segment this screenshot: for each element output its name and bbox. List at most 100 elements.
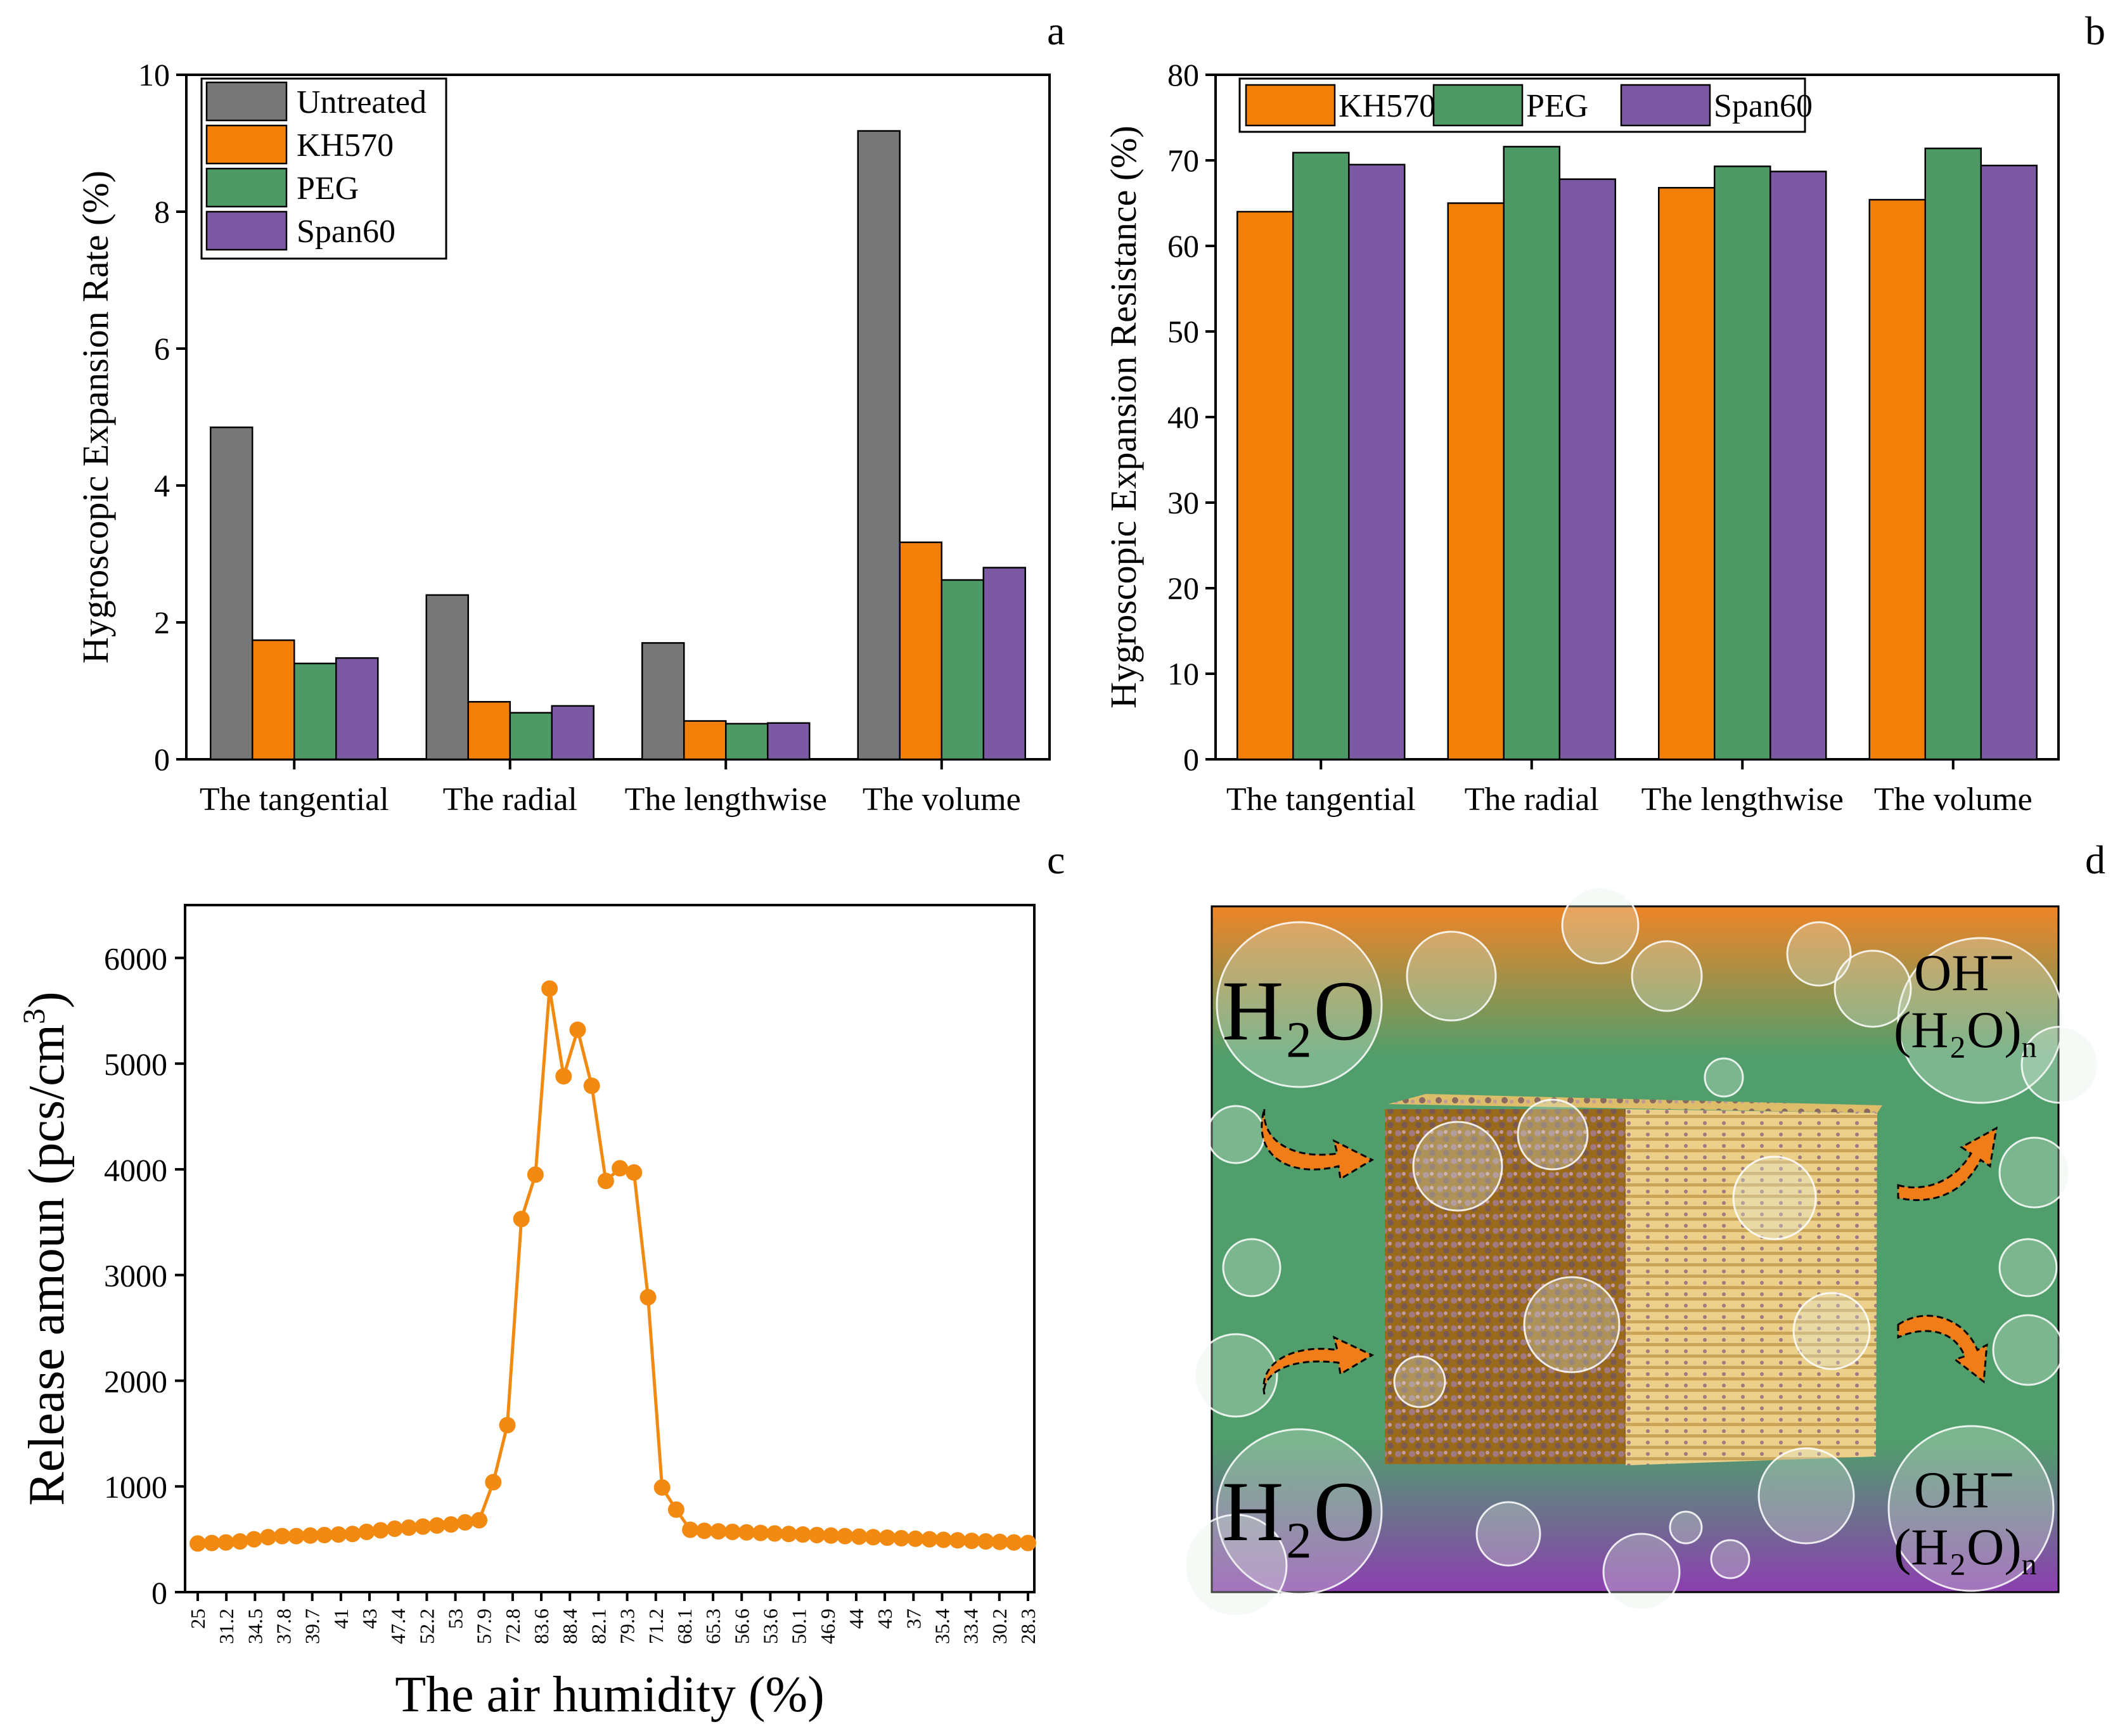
bubble [1732, 1155, 1817, 1240]
bubble [1757, 1447, 1855, 1545]
bar-kh570-the-radial [467, 701, 511, 761]
legend-swatch-kh570 [205, 124, 288, 165]
legend-label-untreated: Untreated [297, 84, 427, 120]
bar-span60-the-tangential [335, 657, 379, 761]
bubble [1602, 1533, 1681, 1611]
bar-peg-the-lengthwise [1714, 165, 1771, 761]
oh-top-label: OH− [1914, 934, 2014, 1001]
release-point [907, 1530, 924, 1547]
panel-c-plot-frame [184, 904, 1036, 1593]
bubble [1184, 1514, 1288, 1617]
x-tick-label: 88.4 [558, 1609, 581, 1644]
wood-block-side-face [1626, 1109, 1877, 1465]
x-category-label: The lengthwise [625, 781, 827, 818]
oh-bottom-cluster-text: (H₂O) [1894, 1518, 2022, 1576]
y-tick-label: 4 [154, 468, 170, 503]
panel-c-y-axis: 0 1000 2000 3000 4000 5000 6000 [104, 941, 185, 1611]
release-point [260, 1529, 277, 1546]
x-tick-label: 41 [330, 1609, 352, 1629]
release-point [555, 1068, 572, 1085]
release-point [541, 980, 558, 997]
legend-label-span60: Span60 [1714, 88, 1813, 124]
inflow-arrow-top [1261, 1109, 1375, 1181]
oh-top-text: OH [1914, 944, 1989, 1001]
oh-bottom-label: OH− [1914, 1451, 2014, 1519]
bubble [1669, 1510, 1703, 1545]
x-category-label: The volume [863, 781, 1021, 818]
panel-c-x-axis: 25 31.2 34.5 37.8 39.7 41 43 47.4 52.2 53 57.9 72.8… [186, 1592, 1039, 1644]
release-point [878, 1529, 896, 1546]
panel-b-y-axis-title: Hygroscopic Expansion Resistance (%) [1103, 125, 1144, 709]
bubble [1216, 921, 1383, 1088]
bar-peg-the-volume [1924, 147, 1982, 761]
release-point [471, 1512, 488, 1529]
bar-span60-the-lengthwise [767, 722, 811, 761]
panel-c-series [189, 980, 1036, 1552]
legend-label-kh570: KH570 [297, 127, 394, 164]
release-point [738, 1524, 755, 1541]
release-point [358, 1523, 375, 1540]
x-category-label: The radial [443, 781, 577, 818]
y-tick-label: 8 [154, 194, 170, 229]
release-point [808, 1526, 825, 1543]
release-point [977, 1533, 994, 1550]
bar-peg-the-radial [509, 712, 553, 761]
panel-c-x-axis-title: The air humidity (%) [395, 1667, 825, 1723]
bubble [1206, 1105, 1266, 1164]
x-tick-label: 57.9 [473, 1609, 496, 1644]
release-point [766, 1525, 783, 1542]
x-tick-label: 43 [358, 1609, 381, 1629]
legend-swatch-span60 [1620, 84, 1711, 127]
release-point [653, 1479, 671, 1496]
y-tick-label: 0 [1183, 742, 1199, 777]
bubble [1412, 1121, 1503, 1212]
bar-kh570-the-radial [1447, 202, 1505, 761]
y-tick-label: 60 [1167, 228, 1199, 264]
bar-span60-the-radial [551, 705, 594, 761]
legend-label-peg: PEG [297, 170, 359, 207]
bubble [1992, 1314, 2064, 1386]
release-point [231, 1533, 248, 1550]
x-tick-label: 43 [873, 1609, 896, 1629]
panel-d-bubbles [1184, 886, 2099, 1617]
x-category-label: The lengthwise [1641, 781, 1844, 818]
panel-a-letter: a [1047, 8, 1065, 53]
x-tick-label: 34.5 [243, 1609, 266, 1644]
release-point [401, 1519, 418, 1536]
oh-bottom-text: OH [1914, 1461, 1989, 1519]
x-tick-label: 47.4 [387, 1609, 409, 1644]
bubble [1792, 1292, 1871, 1370]
release-point [414, 1518, 432, 1535]
release-point [837, 1527, 854, 1545]
y-tick-label: 6 [154, 331, 170, 366]
panel-c-y-axis-title: Release amoun (pcs/cm3) [16, 991, 75, 1505]
release-point [823, 1527, 840, 1544]
release-point [442, 1516, 459, 1533]
x-tick-label: 68.1 [673, 1609, 696, 1644]
outflow-arrow-bottom [1897, 1315, 1988, 1384]
panel-a-plot-frame [185, 74, 1051, 761]
y-tick-label: 70 [1167, 143, 1199, 178]
bar-kh570-the-tangential [1236, 210, 1294, 761]
x-tick-label: 72.8 [501, 1609, 524, 1644]
x-category-label: The tangential [200, 781, 389, 818]
release-point [569, 1021, 586, 1038]
y-tick-label: 1000 [104, 1469, 167, 1505]
oh-top-cluster-sub: n [2022, 1031, 2037, 1064]
bar-kh570-the-volume [899, 541, 942, 761]
x-tick-label: 39.7 [301, 1609, 324, 1644]
release-point [499, 1417, 516, 1434]
y-tick-label: 80 [1167, 57, 1199, 93]
release-point [696, 1522, 713, 1540]
h2o-top-label: H₂O [1222, 964, 1375, 1058]
x-tick-label: 79.3 [616, 1609, 639, 1644]
y-tick-label: 50 [1167, 314, 1199, 349]
y-tick-label: 0 [151, 1575, 167, 1611]
release-point [612, 1160, 629, 1177]
x-tick-label: 56.6 [730, 1609, 753, 1644]
y-tick-label: 10 [1167, 656, 1199, 691]
x-tick-label: 44 [845, 1609, 868, 1629]
release-point [527, 1166, 544, 1183]
x-tick-label: 25 [186, 1609, 209, 1629]
